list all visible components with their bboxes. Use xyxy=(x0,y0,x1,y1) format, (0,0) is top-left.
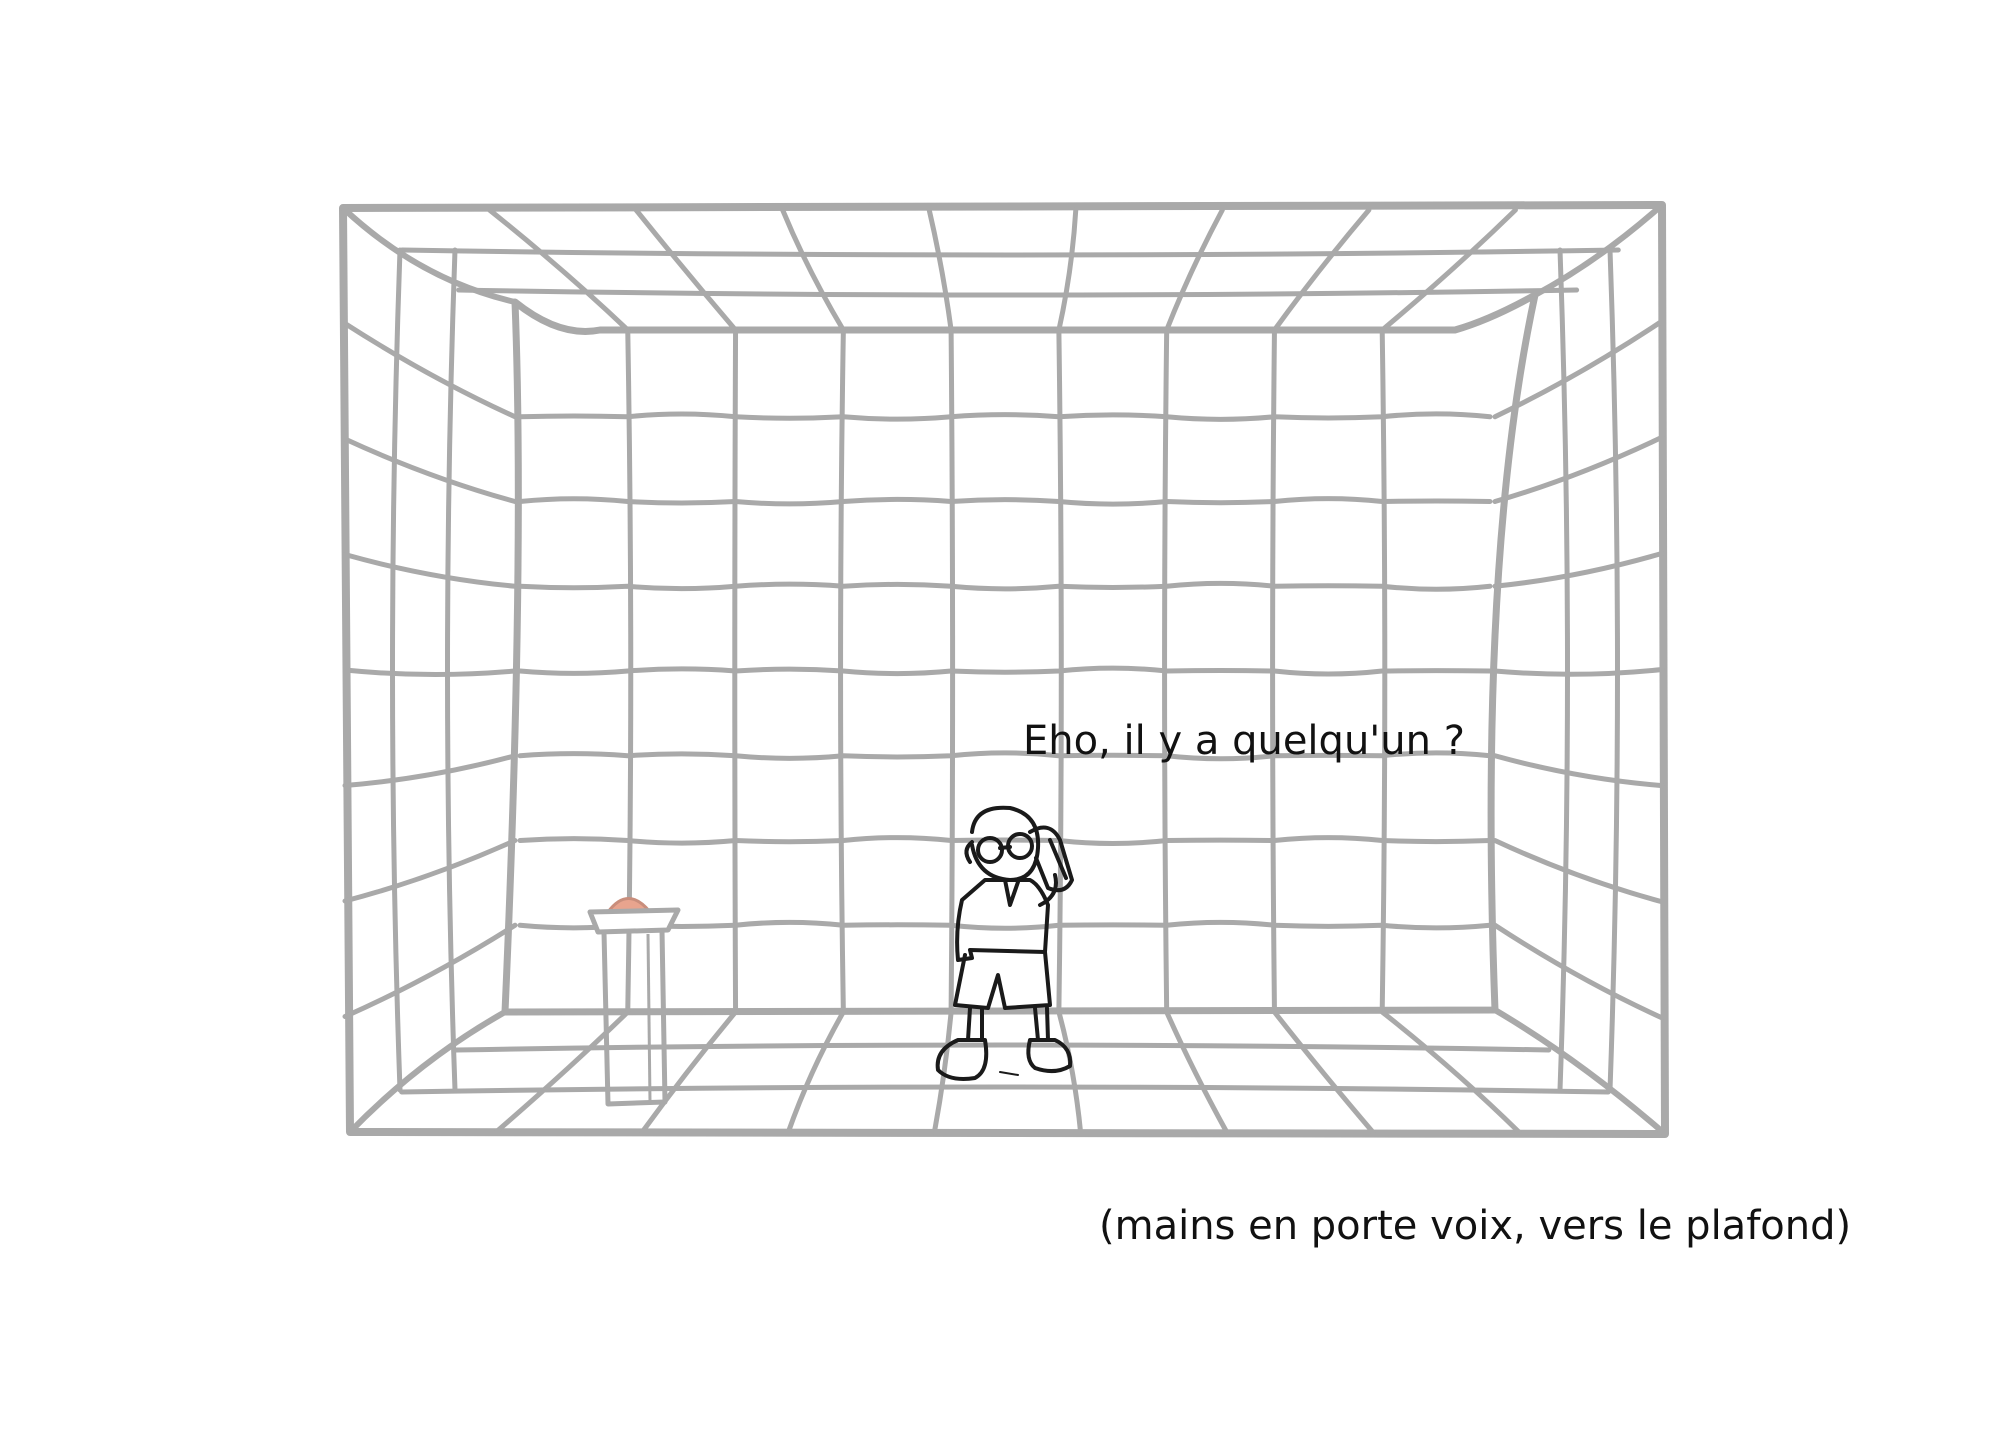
left-wall-seam xyxy=(342,436,518,504)
character-torso xyxy=(955,878,1050,962)
ceiling-seam xyxy=(780,207,846,333)
floor-seam xyxy=(785,1009,846,1135)
ceiling-seam xyxy=(456,287,1580,298)
right-wall-seam xyxy=(1492,667,1665,677)
floor-seam xyxy=(1379,1009,1522,1135)
padding-seam-horizontal xyxy=(517,919,1493,931)
shoe-right xyxy=(1026,1038,1073,1073)
left-wall-seam xyxy=(342,753,518,788)
left-wall-seam xyxy=(390,247,403,1093)
corner-top-left xyxy=(340,205,518,305)
shoe-left xyxy=(935,1038,989,1081)
right-wall-seam xyxy=(1492,550,1665,589)
glasses-left xyxy=(976,836,1004,864)
pedestal xyxy=(587,897,681,1107)
pedestal-column xyxy=(601,929,668,1107)
padded-room xyxy=(339,201,1669,1138)
padding-seam-horizontal xyxy=(517,835,1493,846)
corner-bottom-left xyxy=(347,1009,508,1135)
left-wall-seam xyxy=(445,247,458,1093)
right-wall-seam xyxy=(1492,838,1665,905)
character-head xyxy=(970,805,1041,882)
floor-seam xyxy=(1271,1009,1376,1135)
floor-seam xyxy=(931,1009,954,1135)
floor-grid xyxy=(399,1009,1611,1135)
floor-seam xyxy=(639,1009,739,1135)
corner-top-right xyxy=(1532,202,1665,298)
left-wall-seam xyxy=(342,321,518,420)
speech-text: Eho, il y a quelqu'un ? xyxy=(1023,718,1465,764)
padding-seam-horizontal xyxy=(517,665,1493,677)
floor-seam xyxy=(1056,1009,1084,1135)
left-wall-grid xyxy=(342,247,518,1093)
character-sketch xyxy=(935,805,1074,1081)
floor-seam xyxy=(399,1084,1611,1095)
corner-bottom-right xyxy=(1492,1007,1668,1137)
left-wall-seam xyxy=(342,667,518,677)
right-wall-seam xyxy=(1492,434,1665,504)
floor-seam xyxy=(493,1009,631,1135)
character-shorts xyxy=(953,950,1052,1010)
floor-seam xyxy=(453,1042,1552,1053)
back-wall-frame xyxy=(501,291,1539,1016)
character-ear xyxy=(964,840,974,864)
character-legs xyxy=(966,1006,1050,1042)
ceiling-seam xyxy=(926,207,954,333)
ceiling-seam xyxy=(1164,207,1225,333)
right-wall-seam xyxy=(1492,753,1665,789)
padding-seam-horizontal xyxy=(517,496,1493,507)
stage-direction-caption: (mains en porte voix, vers le plafond) xyxy=(1099,1203,1852,1249)
padding-seam-horizontal xyxy=(517,580,1493,592)
left-wall-seam xyxy=(342,552,518,589)
padding-seam-horizontal xyxy=(517,750,1493,762)
ceiling-seam xyxy=(1379,207,1518,333)
ceiling-seam xyxy=(487,207,631,333)
ceiling-seam xyxy=(399,247,1621,258)
ceiling-seam xyxy=(633,207,739,333)
left-wall-seam xyxy=(342,922,518,1019)
pedestal-cap xyxy=(587,907,681,935)
back-wall-grid xyxy=(517,329,1493,1013)
right-wall-grid xyxy=(1492,247,1665,1093)
ceiling-grid xyxy=(399,207,1621,333)
left-wall-seam xyxy=(342,838,518,904)
right-wall-seam xyxy=(1492,922,1665,1021)
right-wall-seam xyxy=(1607,247,1620,1093)
ceiling-seam xyxy=(1271,207,1372,333)
ceiling-seam xyxy=(1056,207,1079,333)
floor-seam xyxy=(1164,1009,1230,1135)
right-wall-seam xyxy=(1492,318,1665,420)
padding-seam-horizontal xyxy=(517,411,1493,422)
